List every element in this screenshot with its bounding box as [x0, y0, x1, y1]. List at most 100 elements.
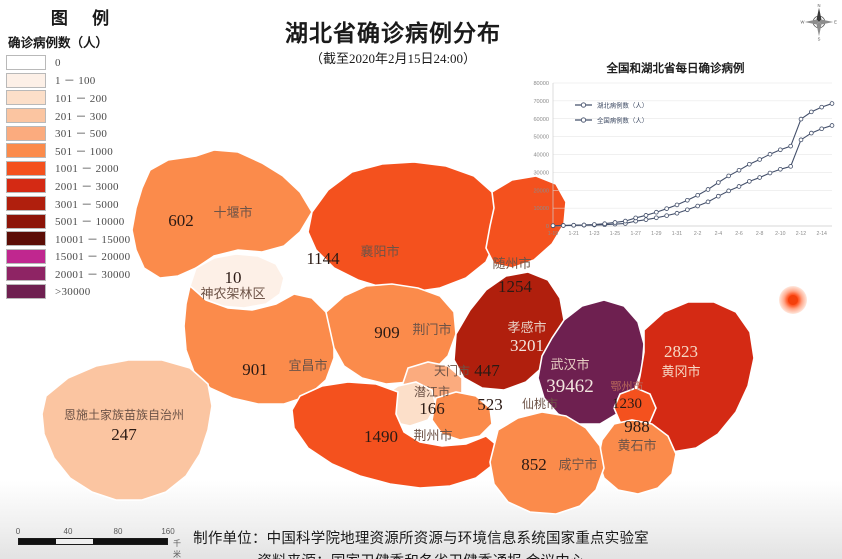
footer: 制作单位：中国科学院地理资源所资源与环境信息系统国家重点实验室 资料来源：国家卫…: [0, 527, 842, 559]
svg-text:20000: 20000: [533, 188, 549, 194]
map-regions[interactable]: [41, 149, 755, 515]
scale-bar-graphic: [18, 538, 168, 545]
inset-line-chart[interactable]: 全国和湖北省每日确诊病例 0 10000 20000 30000 40000 50000 6…: [513, 60, 838, 248]
region-value-jingzhou: 1490: [364, 427, 398, 446]
region-jingmen[interactable]: [325, 283, 457, 385]
chart-gridlines: [552, 82, 832, 227]
svg-text:40000: 40000: [533, 153, 549, 159]
svg-text:全国病例数（人）: 全国病例数（人）: [597, 115, 648, 124]
region-suizhou[interactable]: [485, 175, 567, 269]
svg-text:1-23: 1-23: [589, 231, 599, 237]
region-value-xianning: 852: [521, 455, 547, 474]
region-value-wuhan: 39462: [546, 376, 594, 397]
legend-swatch: [6, 125, 46, 141]
legend-row[interactable]: 15001 － 20000: [6, 248, 156, 266]
svg-text:10000: 10000: [533, 206, 549, 212]
region-label-xiangyang: 襄阳市: [360, 244, 399, 259]
region-xiantao[interactable]: [431, 391, 493, 441]
region-value-xiaogan: 3201: [510, 336, 544, 355]
svg-text:80000: 80000: [533, 81, 549, 87]
legend-swatch: [6, 196, 46, 212]
legend-heading: 图 例: [50, 9, 120, 28]
point-marker-icon[interactable]: [779, 286, 807, 314]
legend-row[interactable]: 101 － 200: [6, 89, 156, 107]
chart-plot-area[interactable]: 0 10000 20000 30000 40000 50000 60000 70000 8000…: [513, 77, 838, 248]
legend-swatch: [6, 143, 46, 159]
region-label-jingzhou: 荆州市: [413, 428, 452, 443]
chart-legend: 湖北病例数（人） 全国病例数（人）: [575, 100, 648, 124]
legend-swatch: [6, 72, 46, 88]
legend-row[interactable]: 5001 － 10000: [6, 212, 156, 230]
legend-row[interactable]: 1 － 100: [6, 72, 156, 90]
scale-bar-ticks: 0 40 80 160: [15, 527, 188, 538]
legend-row[interactable]: >30000: [6, 283, 156, 301]
scale-tick: 80: [113, 527, 123, 536]
region-label-suizhou: 随州市: [492, 256, 531, 271]
legend-row[interactable]: 2001 － 3000: [6, 177, 156, 195]
page-subtitle: （截至2020年2月15日24:00）: [309, 51, 477, 66]
compass-e: E: [834, 20, 837, 25]
legend-label: 101 － 200: [55, 92, 108, 105]
region-ezhou[interactable]: [613, 387, 657, 429]
legend-label: >30000: [55, 285, 91, 298]
svg-text:2-4: 2-4: [715, 231, 723, 237]
region-label-shiyan: 十堰市: [213, 205, 252, 220]
svg-text:2-12: 2-12: [796, 231, 806, 237]
legend-label: 501 － 1000: [55, 145, 113, 158]
region-xiangyang[interactable]: [307, 161, 501, 293]
svg-text:2-6: 2-6: [735, 231, 743, 237]
footer-line-2: 资料来源：国家卫健委和各省卫健委通报 会议中心: [0, 550, 842, 559]
svg-text:70000: 70000: [533, 99, 549, 105]
region-label-enshi: 恩施土家族苗族自治州: [64, 407, 184, 422]
region-label-qianjiang: 潜江市: [414, 384, 450, 399]
region-label-tianmen: 天门市: [434, 363, 470, 378]
region-value-shennongjia: 10: [225, 268, 242, 287]
legend-label: 10001 － 15000: [55, 233, 131, 246]
legend-label: 0: [55, 56, 61, 69]
legend-swatch: [6, 55, 46, 71]
legend-swatch: [6, 284, 46, 300]
region-value-jingmen: 909: [374, 323, 400, 342]
legend-row[interactable]: 10001 － 15000: [6, 230, 156, 248]
region-shiyan[interactable]: [131, 149, 313, 279]
region-value-suizhou: 1254: [498, 277, 533, 296]
legend-label: 201 － 300: [55, 110, 108, 123]
region-xianning[interactable]: [489, 411, 605, 515]
compass-n: N: [817, 3, 820, 8]
legend-row[interactable]: 301 － 500: [6, 124, 156, 142]
compass-s: S: [818, 37, 821, 41]
region-value-qianjiang: 166: [419, 399, 445, 418]
scale-tick: 160: [161, 527, 175, 536]
legend-label: 301 － 500: [55, 128, 108, 141]
legend-row[interactable]: 1001 － 2000: [6, 160, 156, 178]
region-label-jingmen: 荆门市: [412, 322, 451, 337]
legend-swatch: [6, 160, 46, 176]
legend-row[interactable]: 0: [6, 54, 156, 72]
region-enshi[interactable]: [41, 359, 213, 501]
region-value-ezhou: 1230: [612, 396, 642, 412]
scale-tick: 0: [15, 527, 21, 536]
region-value-yichang: 901: [242, 360, 268, 379]
region-value-huangshi: 988: [624, 417, 650, 436]
legend-row[interactable]: 3001 － 5000: [6, 195, 156, 213]
legend-row[interactable]: 501 － 1000: [6, 142, 156, 160]
legend-row[interactable]: 20001 － 30000: [6, 265, 156, 283]
svg-text:1-25: 1-25: [610, 231, 620, 237]
region-label-xianning: 咸宁市: [558, 457, 597, 472]
region-yichang[interactable]: [183, 284, 335, 405]
chart-x-axis-ticks: 1-19 1-21 1-23 1-25 1-27 1-29 1-31 2-2 2-4 2-6 2-8…: [548, 231, 827, 237]
region-label-ezhou: 鄂州市: [611, 379, 644, 393]
svg-text:50000: 50000: [533, 135, 549, 141]
region-label-xiantao: 仙桃市: [522, 396, 558, 411]
legend-label: 3001 － 5000: [55, 198, 119, 211]
region-label-wuhan: 武汉市: [550, 357, 589, 372]
legend-label: 1001 － 2000: [55, 163, 119, 176]
legend-row[interactable]: 201 － 300: [6, 107, 156, 125]
region-value-enshi: 247: [111, 425, 137, 444]
legend-label: 2001 － 3000: [55, 180, 119, 193]
legend-swatch: [6, 248, 46, 264]
legend-swatch: [6, 178, 46, 194]
north-arrow-icon: N S E W: [801, 3, 838, 41]
